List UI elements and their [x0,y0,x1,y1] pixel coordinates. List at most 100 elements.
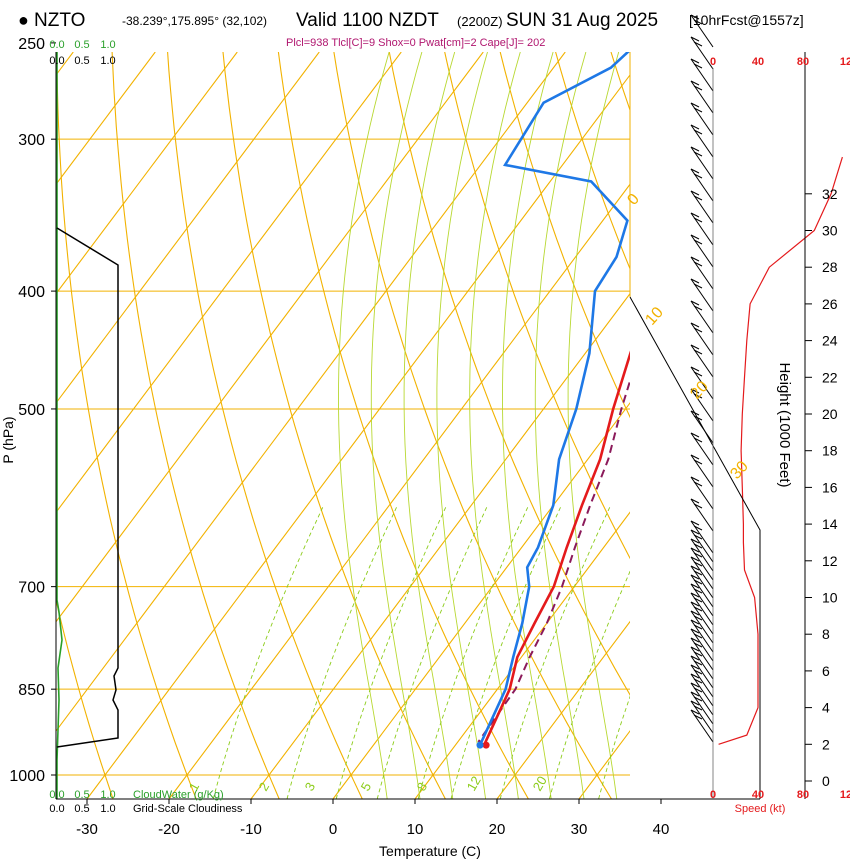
wind-panel-edge [629,296,761,799]
wind-barb-flag [693,503,703,509]
wind-barb-flag [693,173,703,179]
speed-bottom-tick: 0 [710,789,716,801]
speed-top-tick: 80 [797,56,809,68]
wind-barb-flag [690,619,700,625]
wind-barb-flag [693,525,703,531]
mixing-ratio-label: 12 [464,773,484,793]
wind-barb-flag [690,601,700,607]
wind-barb-flag [693,85,703,91]
utc-time: (2200Z) [457,14,503,29]
moist-adiabat-line [534,52,587,799]
wind-barb-flag [693,41,703,47]
cloudwater-top-tick: 1.0 [100,39,115,51]
wind-barb-flag [693,705,703,711]
wind-barb-flag [693,543,703,549]
isotherm-line [168,183,630,799]
x-tick-label: -30 [76,821,98,838]
wind-barb-flag [690,58,700,64]
dry-adiabat-line [499,52,630,419]
isotherm-line [332,402,630,799]
x-tick-label: 20 [489,821,506,838]
speed-top-tick: 40 [752,56,764,68]
pressure-tick-label: 400 [18,284,45,301]
height-tick-label: 14 [822,516,838,532]
mixing-ratio-label: 5 [358,780,375,794]
wind-barb-flag [690,146,700,152]
cloudiness-label: Grid-Scale Cloudiness [133,803,243,815]
moist-adiabat-line [403,52,456,799]
mixing-ratio-line [499,505,612,799]
wind-barb-flag [693,651,703,657]
dewpoint-trace [478,52,630,746]
wind-barb-flag [693,642,703,648]
x-tick-label: -20 [158,821,180,838]
station-coords: -38.239°,175.895° (32,102) [122,14,268,28]
wind-barb-flag [690,234,700,240]
mixing-ratio-label: 3 [302,780,319,794]
pressure-tick-label: 850 [18,682,45,699]
moist-adiabat-line [436,52,488,799]
height-tick-label: 10 [822,590,838,606]
pressure-tick-label: 300 [18,132,45,149]
x-axis-label: Temperature (C) [379,843,481,859]
wind-barb-flag [690,529,700,535]
station-name: NZTO [34,10,86,31]
wind-barb-flag [690,102,700,108]
wind-barb-flag [693,660,703,666]
speed-top-tick: 12 [840,56,850,68]
wind-barb-flag [690,691,700,697]
wind-barb-flag [693,714,703,720]
surface-dewpoint-dot [476,741,484,749]
wind-barb-flag [690,574,700,580]
moist-adiabat-line [567,52,620,799]
x-tick-label: 0 [329,821,337,838]
wind-barb-flag [690,709,700,715]
cloudiness-top-tick: 1.0 [100,55,115,67]
cloudwater-top-tick: 0.5 [74,39,89,51]
mixing-ratio-line [598,695,630,799]
dry-adiabat-line [444,52,630,560]
pressure-tick-label: 1000 [9,768,45,785]
wind-barb-flag [690,583,700,589]
isotherm-line [661,52,850,799]
cloudwater-label: CloudWater (g/Kg) [133,789,224,801]
wind-barb-flag [693,606,703,612]
wind-barb-flag [693,217,703,223]
mixing-ratio-line [212,505,325,799]
wind-barb-flag [690,14,700,20]
cloudiness-top-tick: 0.0 [49,55,64,67]
isotherm-line [56,52,156,186]
speed-bottom-tick: 40 [752,789,764,801]
wind-barb-flag [693,63,703,69]
cloudiness-trace [56,227,119,748]
wind-barb-flag [690,637,700,643]
cloudwater-trace [56,52,63,799]
dry-adiabat-line [333,52,612,799]
wind-barb-flag [690,256,700,262]
height-tick-label: 32 [822,186,838,202]
valid-time: Valid 1100 NZDT [296,10,439,31]
wind-barb-flag [690,366,700,372]
height-tick-label: 20 [822,406,838,422]
isotherm-line [56,52,484,623]
height-tick-label: 26 [822,296,838,312]
parcel-info: Plcl=938 Tlcl[C]=9 Shox=0 Pwat[cm]=2 Cap… [286,37,546,49]
cloudiness-bottom-tick: 1.0 [100,803,115,815]
speed-bottom-tick: 80 [797,789,809,801]
height-axis-label: Height (1000 Feet) [776,362,793,487]
parcel-trace [477,377,630,746]
height-tick-label: 30 [822,223,838,239]
height-tick-label: 8 [822,626,830,642]
height-tick-label: 12 [822,553,838,569]
dry-adiabat-line [277,52,529,799]
cloudiness-top-tick: 0.5 [74,55,89,67]
x-tick-label: -10 [240,821,262,838]
cloudwater-bottom-tick: 0.0 [49,789,64,801]
wind-barb-flag [690,556,700,562]
wind-barb-flag [690,628,700,634]
wind-barb-flag [690,664,700,670]
isotherm-line [743,52,850,799]
temperature-trace [482,350,630,746]
x-tick-label: 10 [407,821,424,838]
x-tick-label: 40 [653,821,670,838]
